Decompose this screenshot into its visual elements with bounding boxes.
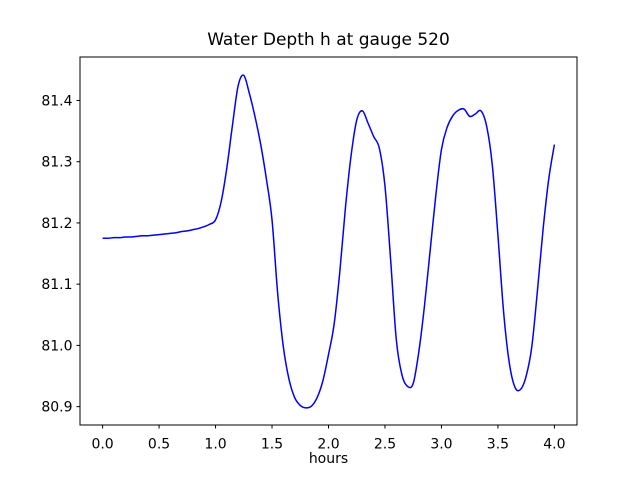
y-tick-label: 80.9: [41, 400, 72, 416]
x-axis-label: hours: [308, 451, 349, 467]
x-tick-label: 3.5: [487, 437, 509, 453]
y-tick-label: 81.1: [41, 277, 72, 293]
y-tick-label: 81.4: [41, 93, 72, 109]
data-line: [102, 74, 556, 409]
x-tick-label: 3.0: [430, 437, 452, 453]
x-tick-label: 0.0: [91, 437, 113, 453]
x-tick-label: 1.0: [204, 437, 226, 453]
axes-frame: [79, 56, 578, 426]
x-tick-label: 1.5: [261, 437, 283, 453]
x-tick-label: 0.5: [148, 437, 170, 453]
x-tick-label: 2.0: [317, 437, 339, 453]
y-tick-label: 81.2: [41, 216, 72, 232]
y-tick-label: 81.3: [41, 155, 72, 171]
y-tick-label: 81.0: [41, 338, 72, 354]
chart-title: Water Depth h at gauge 520: [207, 30, 450, 50]
x-tick-label: 4.0: [543, 437, 565, 453]
x-tick-label: 2.5: [374, 437, 396, 453]
